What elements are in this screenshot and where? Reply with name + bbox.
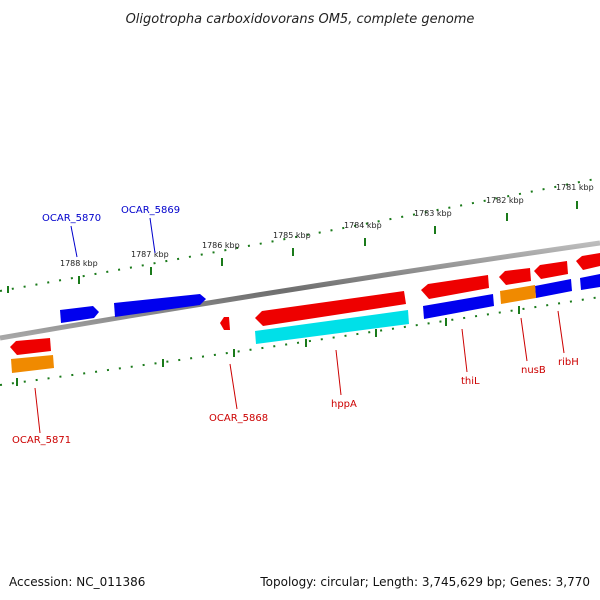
gene-red-ribh[interactable]: [534, 261, 568, 279]
label-ocar-5869[interactable]: OCAR_5869: [121, 205, 180, 216]
gene-red-nusb[interactable]: [499, 268, 531, 285]
gene-orange-left[interactable]: [11, 355, 54, 373]
leader-hppa: [335, 349, 342, 396]
genome-backbone: [0, 240, 600, 341]
gene-cyan-hppa[interactable]: [255, 310, 409, 344]
gene-blue-thil[interactable]: [423, 294, 494, 319]
accession-text: Accession: NC_011386: [9, 575, 145, 589]
tick-label-1784: 1784 kbp: [344, 221, 382, 230]
leader-ocar-5868: [229, 363, 238, 410]
leader-nusb: [520, 317, 528, 362]
leader-ribh: [557, 310, 565, 354]
tick-label-1788: 1788 kbp: [60, 259, 98, 268]
map-title: Oligotropha carboxidovorans OM5, complet…: [126, 12, 475, 27]
gene-blue-edge[interactable]: [580, 274, 600, 290]
leader-ocar-5869: [149, 217, 156, 254]
inner-major-ticks: [16, 306, 520, 386]
gene-ocar-5871[interactable]: [10, 338, 51, 355]
tick-label-1783: 1783 kbp: [414, 209, 452, 218]
label-thil[interactable]: thiL: [461, 376, 480, 387]
tick-label-1782: 1782 kbp: [486, 196, 524, 205]
tick-label-1787: 1787 kbp: [131, 250, 169, 259]
gene-ocar-5868[interactable]: [220, 317, 230, 330]
label-ocar-5870[interactable]: OCAR_5870: [42, 213, 101, 224]
leader-thil: [461, 328, 468, 373]
label-nusb[interactable]: nusB: [521, 365, 546, 376]
tick-label-1785: 1785 kbp: [273, 231, 311, 240]
inner-tick-ring: [0, 296, 600, 386]
leader-lines: [34, 217, 565, 434]
topology-summary: Topology: circular; Length: 3,745,629 bp…: [259, 575, 590, 589]
leader-ocar-5871: [34, 387, 41, 434]
gene-orange-nusb[interactable]: [500, 285, 536, 304]
gene-hppa[interactable]: [255, 291, 406, 326]
gene-thil[interactable]: [421, 275, 489, 299]
gene-red-edge[interactable]: [576, 253, 600, 270]
tick-label-1786: 1786 kbp: [202, 241, 240, 250]
label-hppa[interactable]: hppA: [331, 399, 357, 410]
tick-label-1781: 1781 kbp: [556, 183, 594, 192]
forward-genes: [60, 274, 600, 344]
major-ticks: [7, 201, 578, 293]
label-ocar-5868[interactable]: OCAR_5868: [209, 413, 268, 424]
gene-blue-ribh[interactable]: [535, 279, 572, 298]
scale-labels: 1788 kbp 1787 kbp 1786 kbp 1785 kbp 1784…: [60, 183, 594, 268]
gene-ocar-5870[interactable]: [60, 306, 99, 323]
leader-ocar-5870: [70, 225, 78, 258]
label-ocar-5871[interactable]: OCAR_5871: [12, 435, 71, 446]
gene-ocar-5869[interactable]: [114, 294, 206, 317]
gene-labels: OCAR_5870 OCAR_5869 OCAR_5868 OCAR_5871 …: [12, 205, 579, 446]
reverse-genes: [10, 253, 600, 373]
outer-tick-ring: [0, 177, 600, 292]
label-ribh[interactable]: ribH: [558, 357, 579, 368]
